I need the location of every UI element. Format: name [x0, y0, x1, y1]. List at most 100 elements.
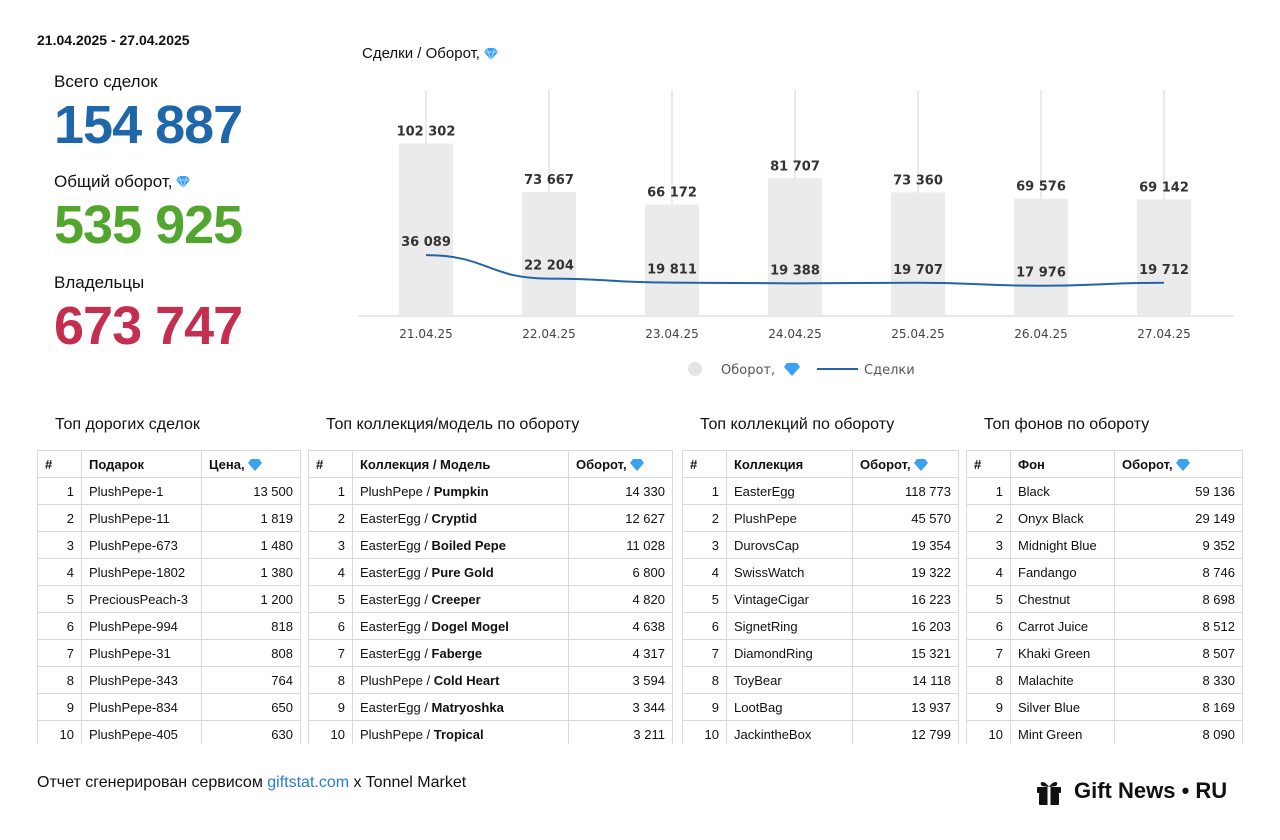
collection-name: PlushPepe / — [360, 672, 434, 688]
x-tick-label: 24.04.25 — [768, 327, 821, 341]
rank-cell: 4 — [682, 558, 727, 586]
rank-cell: 2 — [682, 504, 727, 532]
value-cell: 13 500 — [201, 477, 301, 505]
rank-cell: 2 — [966, 504, 1011, 532]
line-label: 22 204 — [524, 259, 574, 274]
value-cell: 118 773 — [852, 477, 959, 505]
collection-name: EasterEgg / — [360, 618, 432, 634]
bar-turnover — [891, 192, 945, 316]
table-header: # Подарок Цена, — [37, 450, 301, 478]
rank-cell: 4 — [966, 558, 1011, 586]
footer-suffix: x Tonnel Market — [349, 774, 467, 791]
rank-cell: 8 — [966, 666, 1011, 694]
brand-name: Gift News • RU — [1074, 778, 1228, 803]
name-cell: EasterEgg / Creeper — [352, 585, 569, 613]
bar-label: 102 302 — [397, 125, 456, 140]
collection-row: 7 DiamondRing 15 321 — [682, 639, 959, 667]
table-header: # Коллекция / Модель Оборот, — [308, 450, 673, 478]
name-cell: PlushPepe-343 — [81, 666, 202, 694]
model-name: Boiled Pepe — [431, 537, 506, 553]
rank-cell: 5 — [308, 585, 353, 613]
value-cell: 3 594 — [568, 666, 673, 694]
rank-cell: 6 — [37, 612, 82, 640]
bar-turnover — [522, 191, 576, 316]
expensive-row: 9 PlushPepe-834 650 — [37, 693, 301, 721]
name-cell: SwissWatch — [726, 558, 853, 586]
giftstat-link[interactable]: giftstat.com — [267, 774, 350, 791]
kpi-total-deals: Всего сделок 154 887 — [54, 72, 243, 155]
col-gift: Подарок — [81, 450, 202, 478]
model-name: Dogel Mogel — [431, 618, 509, 634]
bar-label: 73 360 — [893, 173, 943, 188]
rank-cell: 10 — [966, 720, 1011, 744]
chart-title-row: Сделки / Оборот, — [362, 45, 498, 62]
collection-name: EasterEgg / — [360, 564, 432, 580]
deals-turnover-chart: 102 302 73 667 66 172 81 707 73 360 69 576 69 … — [358, 90, 1234, 378]
kpi-turnover: Общий оборот, 535 925 — [54, 172, 243, 255]
value-cell: 8 698 — [1114, 585, 1243, 613]
value-cell: 59 136 — [1114, 477, 1243, 505]
bar-turnover — [645, 204, 699, 316]
diamond-icon — [630, 459, 645, 472]
rank-cell: 7 — [308, 639, 353, 667]
name-cell: EasterEgg / Boiled Pepe — [352, 531, 569, 559]
model-row: 2 EasterEgg / Cryptid 12 627 — [308, 504, 673, 532]
collection-name: PlushPepe / — [360, 726, 434, 742]
model-row: 8 PlushPepe / Cold Heart 3 594 — [308, 666, 673, 694]
rank-cell: 6 — [682, 612, 727, 640]
model-name: Tropical — [433, 726, 484, 742]
name-cell: PlushPepe-994 — [81, 612, 202, 640]
background-row: 3 Midnight Blue 9 352 — [966, 531, 1243, 559]
rank-cell: 9 — [37, 693, 82, 721]
rank-cell: 7 — [966, 639, 1011, 667]
value-cell: 8 746 — [1114, 558, 1243, 586]
expensive-row: 7 PlushPepe-31 808 — [37, 639, 301, 667]
diamond-icon — [176, 176, 191, 188]
expensive-row: 5 PreciousPeach-3 1 200 — [37, 585, 301, 613]
rank-cell: 3 — [37, 531, 82, 559]
name-cell: EasterEgg / Faberge — [352, 639, 569, 667]
kpi-owners-value: 673 747 — [54, 296, 243, 356]
background-row: 2 Onyx Black 29 149 — [966, 504, 1243, 532]
x-tick-label: 22.04.25 — [522, 327, 575, 341]
model-name: Cryptid — [431, 510, 478, 526]
value-cell: 19 322 — [852, 558, 959, 586]
rank-cell: 4 — [308, 558, 353, 586]
collection-row: 10 JackintheBox 12 799 — [682, 720, 959, 744]
model-row: 5 EasterEgg / Creeper 4 820 — [308, 585, 673, 613]
bar-turnover — [1014, 198, 1068, 316]
bar-label: 66 172 — [647, 185, 697, 200]
name-cell: JackintheBox — [726, 720, 853, 744]
name-cell: Chestnut — [1010, 585, 1115, 613]
name-cell: PlushPepe-834 — [81, 693, 202, 721]
bar-label: 73 667 — [524, 173, 574, 188]
expensive-table: # Подарок Цена, 1 PlushPepe-1 13 500 2 Plush… — [37, 450, 301, 744]
rank-cell: 10 — [37, 720, 82, 744]
rank-cell: 3 — [308, 531, 353, 559]
collection-name: EasterEgg / — [360, 537, 432, 553]
value-cell: 8 512 — [1114, 612, 1243, 640]
kpi-turnover-value: 535 925 — [54, 195, 243, 255]
line-label: 17 976 — [1016, 266, 1066, 281]
rank-cell: 8 — [682, 666, 727, 694]
model-row: 1 PlushPepe / Pumpkin 14 330 — [308, 477, 673, 505]
rank-cell: 5 — [682, 585, 727, 613]
rank-cell: 10 — [682, 720, 727, 744]
diamond-icon — [1176, 459, 1191, 472]
x-tick-label: 27.04.25 — [1137, 327, 1190, 341]
name-cell: PreciousPeach-3 — [81, 585, 202, 613]
col-collection-model: Коллекция / Модель — [352, 450, 569, 478]
background-row: 1 Black 59 136 — [966, 477, 1243, 505]
rank-cell: 9 — [966, 693, 1011, 721]
value-cell: 29 149 — [1114, 504, 1243, 532]
diamond-icon — [248, 459, 263, 472]
kpi-turnover-label: Общий оборот, — [54, 172, 173, 191]
legend-deals-label: Сделки — [864, 363, 915, 378]
rank-cell: 10 — [308, 720, 353, 744]
rank-cell: 1 — [682, 477, 727, 505]
kpi-total-deals-value: 154 887 — [54, 95, 243, 155]
diamond-icon — [784, 363, 800, 376]
value-cell: 8 090 — [1114, 720, 1243, 744]
col-price: Цена, — [201, 450, 301, 478]
expensive-table-title: Топ дорогих сделок — [55, 416, 200, 433]
